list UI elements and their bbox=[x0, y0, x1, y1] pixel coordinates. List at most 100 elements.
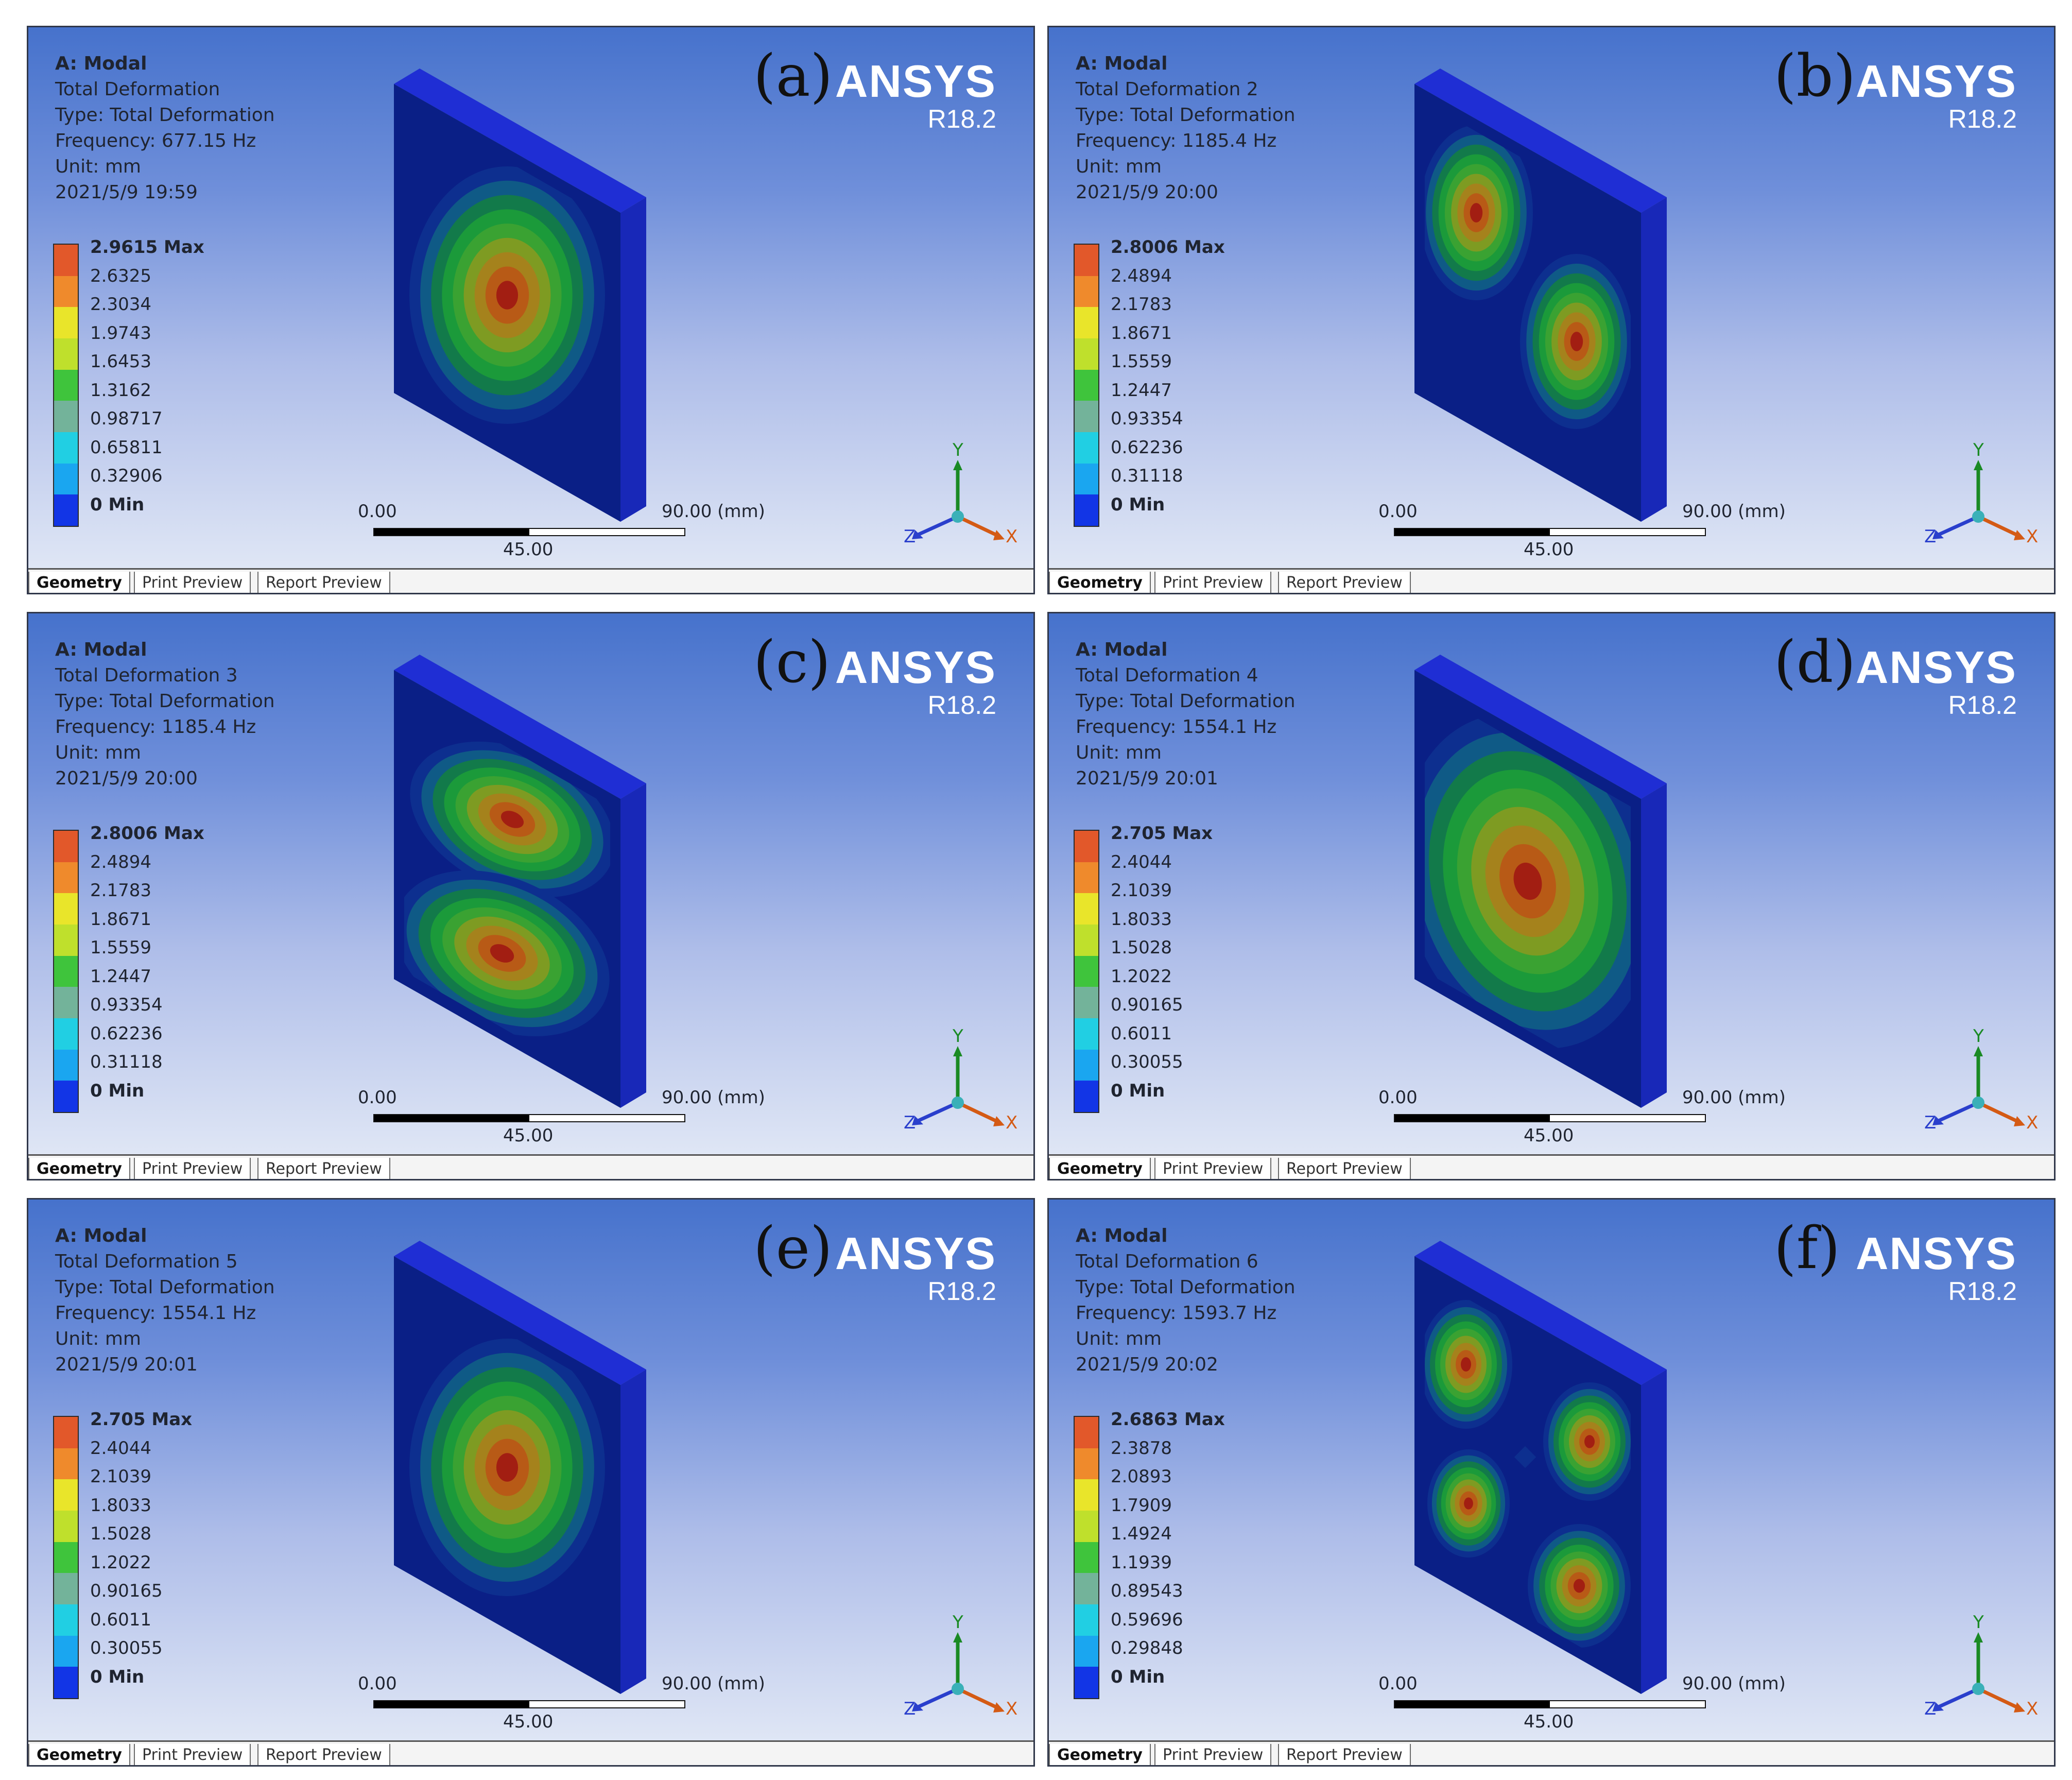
mode-lobe bbox=[1528, 1524, 1631, 1648]
axis-x-label: X bbox=[1006, 1112, 1017, 1133]
viewport[interactable]: A: Modal Total Deformation 5 Type: Total… bbox=[28, 1200, 1033, 1740]
legend-swatch bbox=[1075, 1667, 1098, 1699]
mode-lobe bbox=[409, 166, 605, 424]
viewport[interactable]: A: Modal Total Deformation 4 Type: Total… bbox=[1049, 613, 2054, 1154]
info-result-name: Total Deformation 3 bbox=[55, 665, 238, 686]
legend-swatch bbox=[1075, 925, 1098, 956]
viewport[interactable]: A: Modal Total Deformation Type: Total D… bbox=[28, 27, 1033, 568]
scale-ruler: 0.00 90.00 (mm) 45.00 bbox=[358, 1673, 765, 1740]
scale-end: 90.00 (mm) bbox=[662, 501, 765, 522]
tab-print-preview[interactable]: Print Preview bbox=[134, 572, 251, 593]
tab-print-preview[interactable]: Print Preview bbox=[134, 1744, 251, 1765]
legend-swatch bbox=[54, 369, 78, 401]
axis-triad[interactable]: Y X Z bbox=[1924, 439, 2038, 553]
legend-swatch bbox=[54, 401, 78, 433]
info-timestamp: 2021/5/9 20:01 bbox=[1076, 768, 1218, 789]
legend-color-bar bbox=[1074, 1416, 1099, 1699]
tab-report-preview[interactable]: Report Preview bbox=[1278, 1158, 1411, 1179]
info-title: A: Modal bbox=[1076, 639, 1168, 660]
tab-print-preview[interactable]: Print Preview bbox=[134, 1158, 251, 1179]
tab-report-preview[interactable]: Report Preview bbox=[257, 572, 390, 593]
tab-geometry[interactable]: Geometry bbox=[28, 1744, 130, 1765]
contour-band bbox=[1584, 1435, 1595, 1448]
info-type: Type: Total Deformation bbox=[55, 691, 275, 712]
legend-value: 0 Min bbox=[1111, 1080, 1165, 1101]
tab-geometry[interactable]: Geometry bbox=[1049, 1744, 1151, 1765]
scale-ruler: 0.00 90.00 (mm) 45.00 bbox=[1378, 501, 1786, 568]
scale-bar bbox=[1394, 528, 1706, 536]
legend-value: 0.31118 bbox=[90, 1052, 163, 1072]
axis-triad[interactable]: Y X Z bbox=[1924, 1025, 2038, 1139]
scale-end: 90.00 (mm) bbox=[1682, 1673, 1786, 1694]
tab-report-preview[interactable]: Report Preview bbox=[257, 1158, 390, 1179]
legend-swatch bbox=[54, 831, 78, 862]
axis-z-arrow bbox=[1932, 1702, 1944, 1711]
legend-value: 2.1783 bbox=[1111, 294, 1172, 315]
contour-band bbox=[496, 1453, 519, 1482]
axis-y-arrow bbox=[953, 1632, 962, 1642]
axis-z-arrow bbox=[912, 530, 923, 539]
info-timestamp: 2021/5/9 20:01 bbox=[55, 1354, 198, 1375]
viewport[interactable]: A: Modal Total Deformation 3 Type: Total… bbox=[28, 613, 1033, 1154]
axis-origin bbox=[1972, 510, 1984, 523]
tab-geometry[interactable]: Geometry bbox=[1049, 572, 1151, 593]
tab-report-preview[interactable]: Report Preview bbox=[1278, 572, 1411, 593]
info-unit: Unit: mm bbox=[1076, 156, 1162, 177]
mode-lobe bbox=[1543, 1382, 1631, 1501]
legend-swatch bbox=[1075, 463, 1098, 495]
legend-swatch bbox=[54, 1049, 78, 1081]
info-unit: Unit: mm bbox=[1076, 1328, 1162, 1349]
info-unit: Unit: mm bbox=[55, 1328, 141, 1349]
tab-print-preview[interactable]: Print Preview bbox=[1154, 1744, 1272, 1765]
plate-side bbox=[620, 197, 646, 522]
scale-bar bbox=[373, 528, 685, 536]
legend-color-bar bbox=[1074, 830, 1099, 1113]
legend-value: 1.5559 bbox=[90, 937, 151, 958]
axis-x-label: X bbox=[2026, 1112, 2038, 1133]
legend-values: 2.8006 Max 2.4894 2.1783 1.8671 1.5559 1.2447… bbox=[90, 819, 204, 1105]
tab-geometry[interactable]: Geometry bbox=[28, 1158, 130, 1179]
legend-swatch bbox=[1075, 1573, 1098, 1605]
axis-x-arrow bbox=[993, 530, 1005, 540]
brand-version: R18.2 bbox=[1948, 691, 2017, 720]
scale-mid: 45.00 bbox=[503, 1711, 554, 1732]
viewport[interactable]: A: Modal Total Deformation 2 Type: Total… bbox=[1049, 27, 2054, 568]
legend-value: 2.8006 Max bbox=[90, 823, 204, 844]
tab-print-preview[interactable]: Print Preview bbox=[1154, 572, 1272, 593]
axis-x-label: X bbox=[2026, 526, 2038, 547]
legend-value: 2.1783 bbox=[90, 880, 151, 901]
viewport[interactable]: A: Modal Total Deformation 6 Type: Total… bbox=[1049, 1200, 2054, 1740]
brand: ANSYS R18.2 bbox=[835, 644, 996, 720]
info-frequency: Frequency: 1185.4 Hz bbox=[1076, 130, 1277, 151]
legend-value: 2.6863 Max bbox=[1111, 1409, 1225, 1430]
result-info: A: Modal Total Deformation 6 Type: Total… bbox=[1076, 1223, 1296, 1378]
axis-triad[interactable]: Y X Z bbox=[904, 1025, 1017, 1139]
axis-x-arrow bbox=[993, 1116, 1005, 1126]
info-result-name: Total Deformation 6 bbox=[1076, 1251, 1258, 1272]
tab-geometry[interactable]: Geometry bbox=[1049, 1158, 1151, 1179]
legend-swatch bbox=[1075, 1081, 1098, 1112]
plate-model bbox=[394, 655, 646, 1108]
scale-mid: 45.00 bbox=[503, 1125, 554, 1146]
brand: ANSYS R18.2 bbox=[1856, 1230, 2017, 1306]
brand: ANSYS R18.2 bbox=[1856, 644, 2017, 720]
axis-triad[interactable]: Y X Z bbox=[904, 1612, 1017, 1725]
axis-x-line bbox=[957, 1101, 1000, 1124]
axis-triad[interactable]: Y X Z bbox=[1924, 1612, 2038, 1725]
modal-panel-e: A: Modal Total Deformation 5 Type: Total… bbox=[27, 1198, 1035, 1767]
info-result-name: Total Deformation 4 bbox=[1076, 665, 1258, 686]
tab-geometry[interactable]: Geometry bbox=[28, 572, 130, 593]
mode-lobe bbox=[1425, 714, 1631, 1049]
result-info: A: Modal Total Deformation 3 Type: Total… bbox=[55, 637, 275, 792]
scale-start: 0.00 bbox=[358, 501, 397, 522]
info-type: Type: Total Deformation bbox=[55, 105, 275, 126]
tab-report-preview[interactable]: Report Preview bbox=[1278, 1744, 1411, 1765]
view-tabs: Geometry Print Preview Report Preview bbox=[28, 1154, 1033, 1179]
legend-swatch bbox=[1075, 1448, 1098, 1480]
axis-triad[interactable]: Y X Z bbox=[904, 439, 1017, 553]
scale-start: 0.00 bbox=[1378, 1087, 1418, 1108]
plate-side bbox=[620, 1370, 646, 1694]
tab-report-preview[interactable]: Report Preview bbox=[257, 1744, 390, 1765]
axis-z-line bbox=[1938, 1101, 1979, 1123]
tab-print-preview[interactable]: Print Preview bbox=[1154, 1158, 1272, 1179]
